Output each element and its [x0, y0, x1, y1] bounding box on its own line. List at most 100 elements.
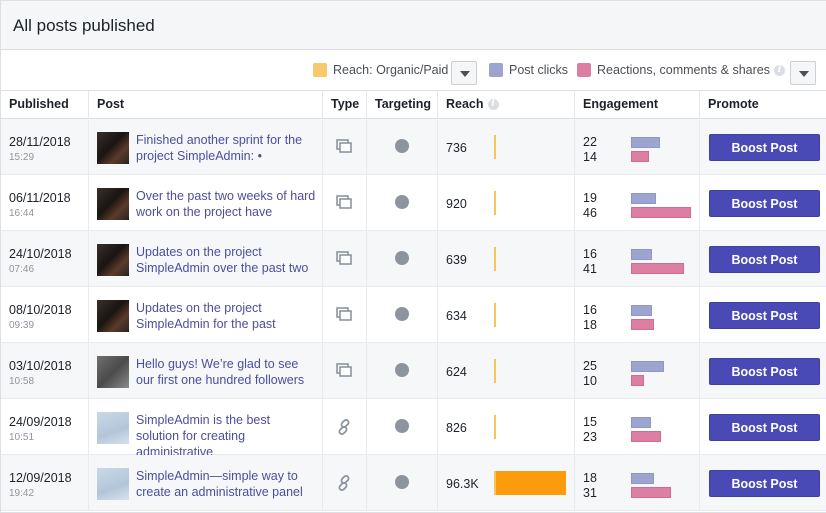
reach-bar — [494, 191, 566, 215]
post-thumbnail[interactable] — [97, 468, 129, 500]
cell-published: 24/10/2018 07:46 — [1, 231, 89, 287]
cell-post: SimpleAdmin is the best solution for cre… — [89, 399, 323, 459]
post-thumbnail[interactable] — [97, 244, 129, 276]
table-header: Published Post Type Targeting Reach i Eng… — [1, 91, 826, 119]
post-thumbnail[interactable] — [97, 188, 129, 220]
cell-promote: Boost Post — [700, 343, 826, 399]
post-clicks-bar — [631, 193, 656, 204]
cell-type — [323, 119, 367, 175]
column-header-targeting[interactable]: Targeting — [367, 91, 438, 119]
post-date: 03/10/2018 — [9, 359, 72, 373]
reach-bar-fill — [494, 135, 496, 159]
cell-targeting — [367, 455, 438, 511]
legend-reactions-swatch — [577, 63, 591, 77]
cell-reach: 96.3K — [438, 455, 575, 511]
table-row: 12/09/2018 19:42 SimpleAdmin—simple way to… — [1, 455, 826, 511]
column-header-engagement[interactable]: Engagement — [575, 91, 700, 119]
cell-targeting — [367, 287, 438, 343]
cell-published: 28/11/2018 15:29 — [1, 119, 89, 175]
table-row: 06/11/2018 16:44 Over the past two weeks o… — [1, 175, 826, 231]
reactions-bar — [631, 207, 691, 218]
cell-post: Hello guys! We’re glad to see our first … — [89, 343, 323, 399]
column-header-reach[interactable]: Reach i — [438, 91, 575, 119]
reach-value: 96.3K — [446, 477, 479, 491]
column-header-type[interactable]: Type — [323, 91, 367, 119]
column-header-reach-label: Reach — [446, 97, 484, 111]
post-date: 06/11/2018 — [9, 191, 71, 205]
legend-reactions-label: Reactions, comments & shares — [597, 63, 770, 77]
reach-bar — [494, 359, 566, 383]
post-time: 09:39 — [9, 320, 35, 331]
reach-bar-fill — [494, 471, 566, 495]
post-thumbnail[interactable] — [97, 300, 129, 332]
post-date: 24/10/2018 — [9, 247, 72, 261]
post-clicks-count: 18 — [583, 471, 597, 485]
boost-post-button[interactable]: Boost Post — [709, 246, 820, 273]
reach-bar-fill — [494, 247, 496, 271]
reach-value: 634 — [446, 309, 467, 323]
reactions-bar — [631, 263, 684, 274]
reach-value: 639 — [446, 253, 467, 267]
post-date: 12/09/2018 — [9, 471, 72, 485]
post-thumbnail[interactable] — [97, 356, 129, 388]
cell-reach: 826 — [438, 399, 575, 455]
album-icon — [336, 139, 352, 158]
cell-reach: 624 — [438, 343, 575, 399]
cell-reach: 736 — [438, 119, 575, 175]
post-clicks-count: 22 — [583, 135, 597, 149]
cell-targeting — [367, 399, 438, 455]
reach-bar-fill — [494, 303, 496, 327]
reach-dropdown-button[interactable] — [451, 61, 477, 85]
post-link[interactable]: Over the past two weeks of hard work on … — [136, 189, 316, 219]
cell-published: 03/10/2018 10:58 — [1, 343, 89, 399]
post-thumbnail[interactable] — [97, 412, 129, 444]
reactions-bar — [631, 151, 649, 162]
globe-icon — [395, 195, 409, 209]
cell-targeting — [367, 343, 438, 399]
post-date: 08/10/2018 — [9, 303, 72, 317]
cell-type — [323, 175, 367, 231]
post-clicks-bar — [631, 137, 660, 148]
post-link[interactable]: Updates on the project SimpleAdmin over … — [136, 245, 309, 275]
boost-post-button[interactable]: Boost Post — [709, 190, 820, 217]
post-link[interactable]: Updates on the project SimpleAdmin for t… — [136, 301, 276, 331]
reach-bar-fill — [494, 415, 496, 439]
globe-icon — [395, 251, 409, 265]
post-clicks-bar — [631, 249, 652, 260]
post-link[interactable]: SimpleAdmin—simple way to create an admi… — [136, 469, 303, 499]
cell-type — [323, 231, 367, 287]
post-link[interactable]: SimpleAdmin is the best solution for cre… — [136, 413, 271, 459]
cell-promote: Boost Post — [700, 119, 826, 175]
link-icon — [336, 419, 352, 440]
table-row: 08/10/2018 09:39 Updates on the project Si… — [1, 287, 826, 343]
info-icon[interactable]: i — [774, 64, 785, 76]
reach-info-icon[interactable]: i — [487, 99, 499, 111]
cell-type — [323, 399, 367, 455]
post-thumbnail[interactable] — [97, 132, 129, 164]
globe-icon — [395, 139, 409, 153]
legend-clicks: Post clicks — [489, 63, 568, 77]
reactions-count: 31 — [583, 486, 597, 500]
cell-promote: Boost Post — [700, 287, 826, 343]
cell-reach: 639 — [438, 231, 575, 287]
link-icon — [336, 475, 352, 496]
boost-post-button[interactable]: Boost Post — [709, 414, 820, 441]
boost-post-button[interactable]: Boost Post — [709, 358, 820, 385]
reach-bar — [494, 303, 566, 327]
column-header-post[interactable]: Post — [89, 91, 323, 119]
cell-promote: Boost Post — [700, 399, 826, 455]
post-link[interactable]: Finished another sprint for the project … — [136, 133, 303, 163]
post-link[interactable]: Hello guys! We’re glad to see our first … — [136, 357, 305, 387]
legend-reach: Reach: Organic/Paid — [313, 63, 448, 77]
cell-reach: 634 — [438, 287, 575, 343]
post-clicks-count: 16 — [583, 247, 597, 261]
reach-bar-fill — [494, 191, 496, 215]
cell-targeting — [367, 231, 438, 287]
engagement-dropdown-button[interactable] — [790, 61, 816, 85]
cell-engagement: 19 46 — [575, 175, 700, 231]
boost-post-button[interactable]: Boost Post — [709, 302, 820, 329]
post-clicks-bar — [631, 361, 664, 372]
boost-post-button[interactable]: Boost Post — [709, 470, 820, 497]
boost-post-button[interactable]: Boost Post — [709, 134, 820, 161]
column-header-published[interactable]: Published — [1, 91, 89, 119]
